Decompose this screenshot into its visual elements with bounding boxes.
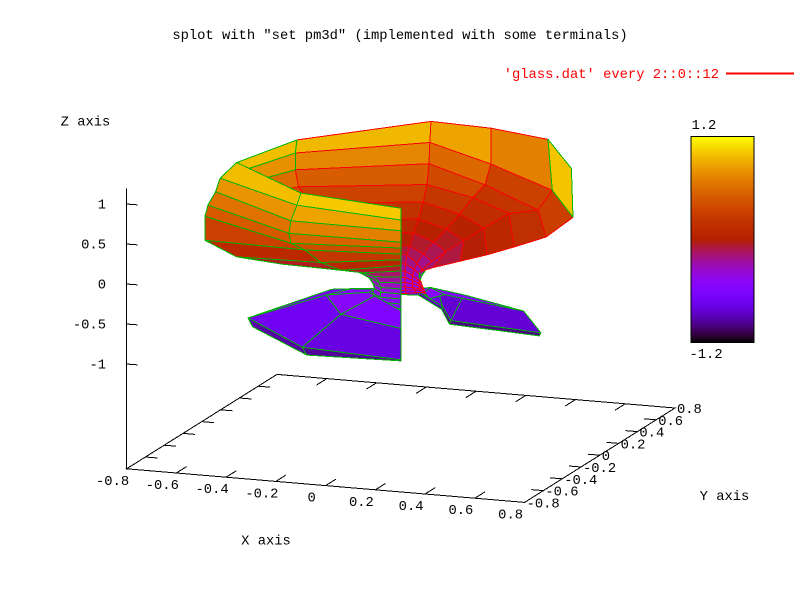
svg-text:-0.6: -0.6 [545,486,578,501]
svg-text:0.8: 0.8 [677,403,702,418]
svg-text:1: 1 [98,199,106,214]
svg-text:-0.5: -0.5 [73,319,106,334]
svg-text:0.4: 0.4 [399,500,424,515]
svg-text:Z axis: Z axis [61,115,111,131]
svg-text:0.6: 0.6 [658,415,683,430]
svg-text:'glass.dat' every 2::0::12: 'glass.dat' every 2::0::12 [504,67,719,83]
svg-text:0.2: 0.2 [621,438,646,453]
svg-text:0.8: 0.8 [498,508,523,523]
svg-text:-0.6: -0.6 [146,479,179,494]
svg-text:1.2: 1.2 [692,119,717,134]
svg-text:-0.2: -0.2 [583,462,616,477]
svg-text:-1.2: -1.2 [690,348,723,363]
svg-text:0.2: 0.2 [349,496,374,511]
svg-text:-0.2: -0.2 [245,487,278,502]
svg-text:X axis: X axis [241,534,291,550]
svg-text:splot with "set pm3d" (impleme: splot with "set pm3d" (implemented with … [172,28,627,44]
svg-text:-0.4: -0.4 [564,474,597,489]
svg-text:-0.8: -0.8 [96,475,129,490]
svg-text:0: 0 [602,450,610,465]
svg-text:0: 0 [307,492,315,507]
svg-text:0.4: 0.4 [639,427,664,442]
svg-text:0.5: 0.5 [81,239,106,254]
svg-text:-1: -1 [89,359,106,374]
svg-text:-0.8: -0.8 [527,497,560,512]
svg-text:-0.4: -0.4 [196,483,229,498]
svg-text:0: 0 [98,279,106,294]
svg-text:0.6: 0.6 [448,504,473,519]
svg-text:Y axis: Y axis [700,489,750,505]
